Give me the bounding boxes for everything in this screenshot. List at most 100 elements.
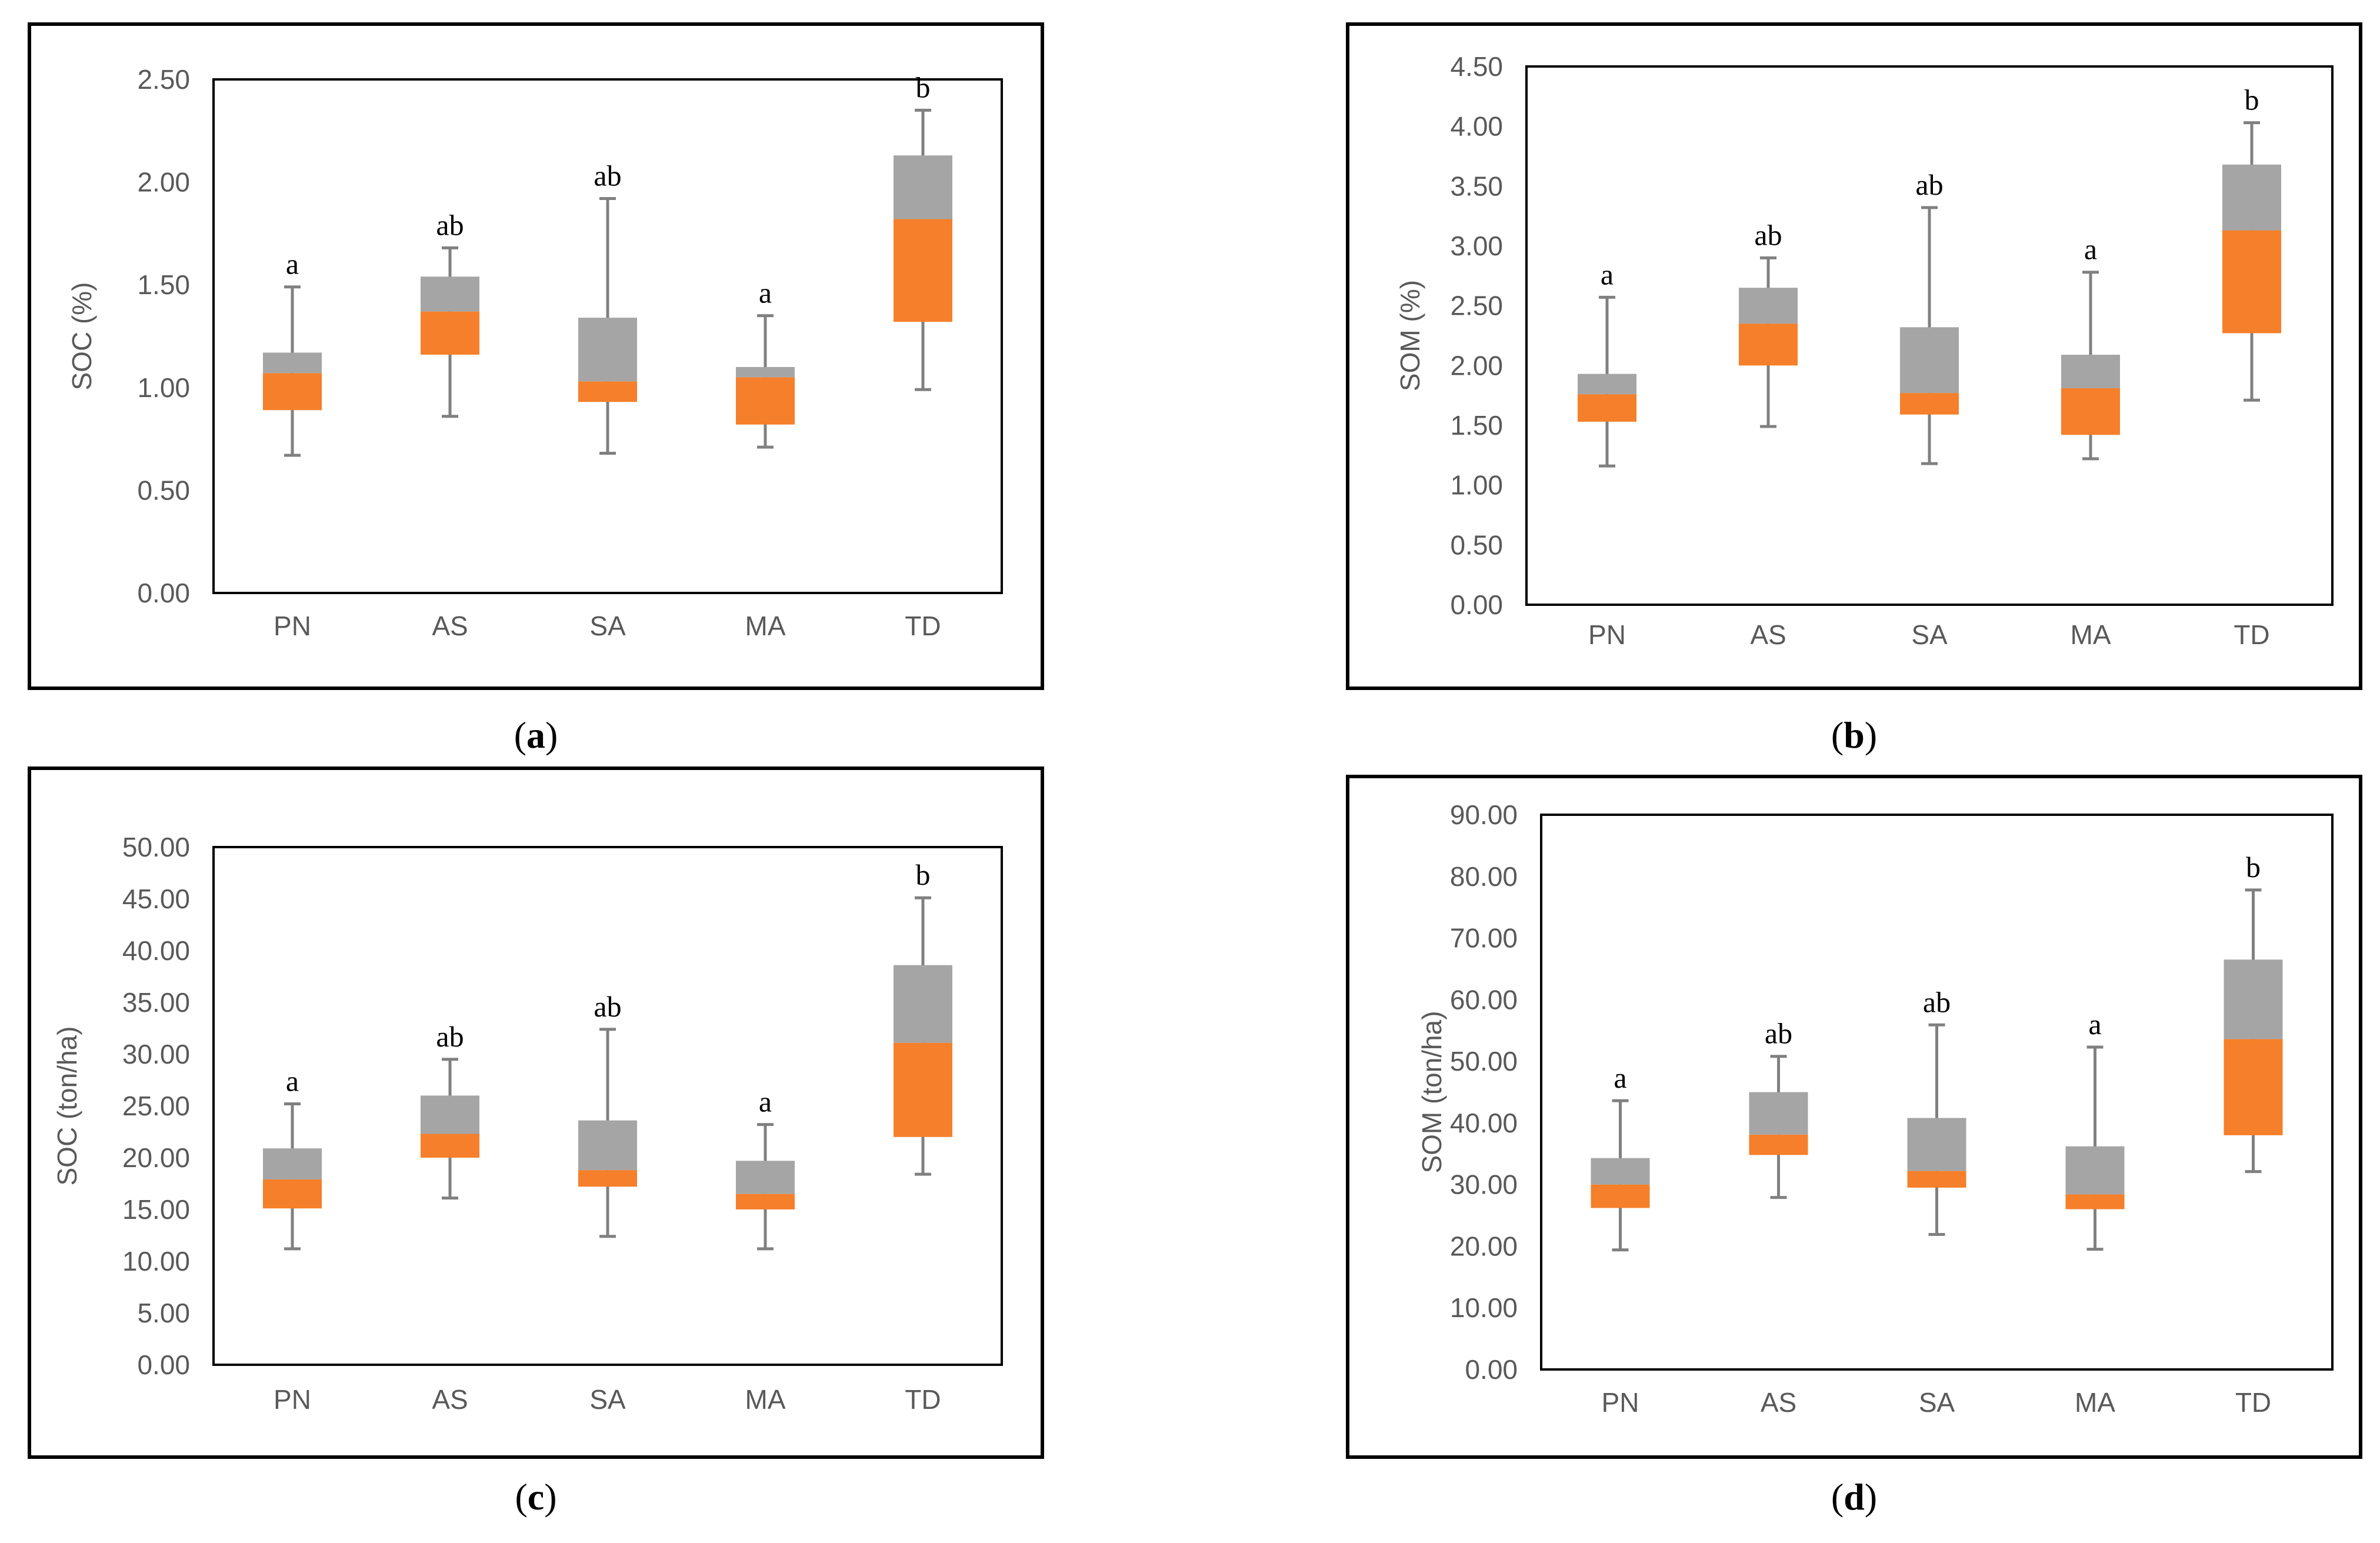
y-axis-label: SOM (%) <box>1395 280 1425 391</box>
panel-d-frame <box>1346 775 2362 1459</box>
y-axis-label: SOC (%) <box>66 282 97 391</box>
y-tick-label: 25.00 <box>122 1091 190 1121</box>
y-tick-label: 5.00 <box>137 1298 190 1328</box>
significance-letter-SA: ab <box>1923 985 1951 1018</box>
box-upper-MA <box>736 366 795 378</box>
box-upper-PN <box>263 1148 322 1179</box>
plot-area-c <box>212 846 1003 1366</box>
panel-c-frame <box>28 766 1044 1459</box>
plot-area-d <box>1540 814 2334 1371</box>
significance-letter-PN: a <box>286 248 299 281</box>
y-tick-label: 1.00 <box>137 372 190 403</box>
significance-letter-MA: a <box>2084 233 2097 266</box>
x-category-label-AS: AS <box>432 1384 468 1415</box>
box-upper-SA <box>1907 1118 1966 1171</box>
box-lower-AS <box>421 1134 479 1158</box>
x-category-label-PN: PN <box>274 1384 311 1415</box>
box-upper-PN <box>1578 374 1636 395</box>
box-lower-SA <box>1900 393 1959 415</box>
box-upper-TD <box>2224 959 2283 1039</box>
y-tick-label: 4.50 <box>1450 51 1503 82</box>
box-lower-PN <box>263 373 322 411</box>
significance-letter-SA: ab <box>1915 168 1943 201</box>
x-category-label-AS: AS <box>1750 619 1786 650</box>
y-tick-label: 0.00 <box>1465 1354 1518 1385</box>
caption-b-letter: b <box>1844 714 1865 756</box>
box-upper-SA <box>578 318 637 382</box>
x-category-label-TD: TD <box>905 1384 941 1415</box>
box-lower-PN <box>1591 1184 1650 1208</box>
y-tick-label: 20.00 <box>122 1142 190 1173</box>
x-category-label-PN: PN <box>1602 1387 1639 1418</box>
box-lower-SA <box>1907 1171 1966 1188</box>
caption-b: (b) <box>1831 714 1878 756</box>
y-tick-label: 15.00 <box>122 1194 190 1225</box>
y-tick-label: 1.50 <box>1450 410 1503 441</box>
x-category-label-TD: TD <box>2234 619 2269 650</box>
box-lower-MA <box>736 377 795 425</box>
y-axis-label: SOC (ton/ha) <box>52 1027 82 1186</box>
y-tick-label: 35.00 <box>122 987 190 1018</box>
box-lower-TD <box>2222 230 2281 334</box>
box-upper-PN <box>1591 1158 1650 1185</box>
y-tick-label: 2.00 <box>137 167 190 198</box>
box-lower-PN <box>1578 394 1636 422</box>
chart-b: 0.00 0.50 1.00 1.50 2.00 2.50 3.00 3.50 4.00 4.50… <box>1395 51 2334 650</box>
significance-letter-PN: a <box>1614 1061 1626 1094</box>
y-tick-label: 4.00 <box>1450 111 1503 142</box>
box-lower-AS <box>421 311 479 355</box>
y-tick-label: 10.00 <box>122 1246 190 1277</box>
y-tick-label: 90.00 <box>1450 799 1518 830</box>
y-tick-label: 0.50 <box>137 475 190 505</box>
x-category-label-SA: SA <box>1911 619 1948 650</box>
chart-d: 0.00 10.00 20.00 30.00 40.00 50.00 60.00 70.00 8… <box>1416 799 2334 1418</box>
y-tick-label: 0.00 <box>1450 589 1503 620</box>
plot-area-b <box>1525 65 2334 606</box>
significance-letter-PN: a <box>286 1064 299 1097</box>
caption-a-letter: a <box>526 714 545 756</box>
significance-letter-TD: b <box>2246 851 2261 884</box>
y-tick-label: 1.00 <box>1450 470 1503 501</box>
panel-b-frame <box>1346 22 2362 690</box>
box-upper-MA <box>736 1161 795 1194</box>
y-tick-label: 60.00 <box>1450 984 1518 1015</box>
panel-a-frame <box>28 22 1044 690</box>
box-lower-AS <box>1739 324 1798 366</box>
box-lower-AS <box>1749 1134 1808 1155</box>
y-axis-label: SOM (ton/ha) <box>1416 1011 1447 1173</box>
y-tick-label: 50.00 <box>1450 1046 1518 1077</box>
y-tick-label: 80.00 <box>1450 861 1518 892</box>
significance-letter-AS: ab <box>436 1020 464 1053</box>
caption-a: (a) <box>514 714 558 756</box>
y-tick-label: 3.00 <box>1450 231 1503 261</box>
plot-area-a <box>212 78 1003 594</box>
y-tick-label: 20.00 <box>1450 1231 1518 1261</box>
x-category-label-PN: PN <box>1588 619 1626 650</box>
box-lower-TD <box>894 1042 952 1137</box>
caption-c: (c) <box>515 1476 557 1518</box>
significance-letter-MA: a <box>759 1085 772 1118</box>
significance-letter-AS: ab <box>1754 218 1782 251</box>
box-lower-MA <box>2065 1194 2125 1209</box>
x-category-label-MA: MA <box>745 611 786 641</box>
y-tick-label: 2.00 <box>1450 350 1503 381</box>
x-category-label-MA: MA <box>2075 1387 2115 1418</box>
y-tick-label: 30.00 <box>122 1039 190 1069</box>
significance-letter-TD: b <box>916 71 931 104</box>
x-category-label-SA: SA <box>589 611 626 641</box>
box-lower-PN <box>263 1179 322 1209</box>
significance-letter-MA: a <box>759 276 772 309</box>
box-upper-SA <box>578 1120 637 1171</box>
y-tick-label: 0.50 <box>1450 529 1503 560</box>
x-category-label-MA: MA <box>745 1384 786 1415</box>
x-category-label-AS: AS <box>432 611 468 641</box>
box-upper-MA <box>2061 355 2120 388</box>
significance-letter-AS: ab <box>436 208 464 241</box>
x-category-label-TD: TD <box>2235 1387 2271 1418</box>
box-upper-TD <box>894 965 952 1043</box>
y-tick-label: 1.50 <box>137 269 190 300</box>
caption-d: (d) <box>1831 1476 1878 1518</box>
y-tick-label: 40.00 <box>122 935 190 966</box>
box-lower-MA <box>736 1194 795 1209</box>
